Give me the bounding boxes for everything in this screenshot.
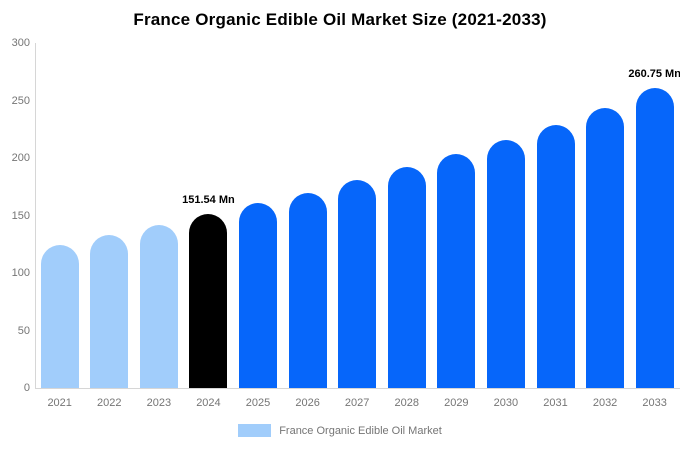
bar-2029[interactable] <box>437 153 476 388</box>
legend-item[interactable]: France Organic Edible Oil Market <box>0 424 680 437</box>
bar-2030[interactable] <box>486 140 525 388</box>
value-label-2024: 151.54 Mn <box>182 193 235 206</box>
bar-2025[interactable] <box>239 202 278 388</box>
bar-2022[interactable] <box>90 235 129 388</box>
bar-2033[interactable] <box>635 88 674 388</box>
x-tick-label-2024: 2024 <box>196 397 221 409</box>
y-tick-label-300: 300 <box>11 37 30 49</box>
x-tick-label-2031: 2031 <box>543 397 568 409</box>
y-tick-label-50: 50 <box>17 324 30 337</box>
bar-2031[interactable] <box>536 124 575 388</box>
y-tick-label-0: 0 <box>23 382 30 394</box>
value-label-2033: 260.75 Mn <box>628 68 680 81</box>
bar-2026[interactable] <box>288 193 327 388</box>
y-tick-label-150: 150 <box>11 209 30 222</box>
bar-2023[interactable] <box>139 225 178 388</box>
bar-2024[interactable] <box>189 213 228 388</box>
x-tick-label-2033: 2033 <box>642 397 667 409</box>
y-tick-label-200: 200 <box>11 152 30 164</box>
x-tick-label-2028: 2028 <box>394 397 419 409</box>
x-tick-label-2030: 2030 <box>493 397 519 409</box>
bar-2032[interactable] <box>586 107 625 388</box>
x-tick-label-2021: 2021 <box>47 397 72 409</box>
bar-2021[interactable] <box>40 245 79 388</box>
x-tick-label-2027: 2027 <box>344 397 370 409</box>
legend-label: France Organic Edible Oil Market <box>279 424 442 437</box>
y-tick-label-100: 100 <box>11 267 30 279</box>
chart-title: France Organic Edible Oil Market Size (2… <box>133 10 547 29</box>
bar-2027[interactable] <box>338 179 377 388</box>
y-tick-label-250: 250 <box>11 94 30 107</box>
x-tick-label-2025: 2025 <box>245 397 271 409</box>
x-tick-label-2023: 2023 <box>146 397 172 409</box>
x-tick-label-2022: 2022 <box>97 397 122 409</box>
y-axis-line <box>35 43 36 388</box>
x-tick-label-2029: 2029 <box>444 397 469 409</box>
x-tick-label-2026: 2026 <box>295 397 320 409</box>
bar-2028[interactable] <box>387 167 426 388</box>
x-axis-line <box>35 388 680 389</box>
x-tick-label-2032: 2032 <box>592 397 618 409</box>
legend-swatch <box>238 424 272 437</box>
